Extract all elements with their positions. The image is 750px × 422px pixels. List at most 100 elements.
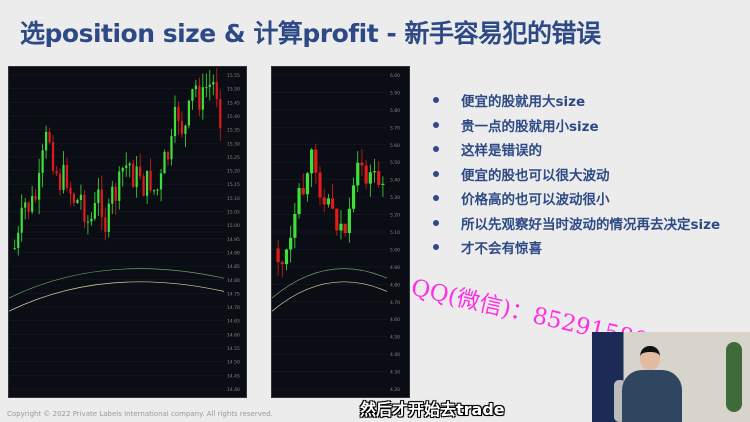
axis-tick-label: 14.85 [227,264,240,270]
candle-body [173,106,177,137]
axis-tick-label: 15.55 [227,73,240,79]
axis-tick-label: 5.00 [390,247,400,253]
candle-body [20,207,23,233]
bullet-icon [433,97,439,104]
candle-body [347,208,351,234]
candle-body [135,166,138,188]
candle-body [93,203,96,219]
candle-body [310,149,314,174]
axis-tick-label: 14.55 [227,346,240,352]
moving-average-line [272,268,388,299]
bullet-icon [433,195,439,202]
axis-tick-label: 4.90 [390,265,400,271]
candle-body [356,162,360,186]
candle-body [90,218,93,222]
candle-body [368,172,372,184]
candle-body [79,194,83,201]
candle-body [83,194,86,222]
axis-tick-label: 4.70 [390,300,400,306]
video-subtitle: 然后才开始去trade [360,400,505,419]
bullet-item: 价格高的也可以波动很小 [430,186,720,211]
bullet-icon [433,244,439,251]
candle-body [330,198,335,209]
axis-tick-label: 4.30 [390,370,400,376]
candle-body [72,193,76,203]
candle-body [284,249,289,265]
bullet-list: 便宜的股就用大size 贵一点的股就用小size 这样是错误的 便宜的股也可以很… [430,88,720,260]
candle-body [372,171,377,173]
bullet-icon [433,146,439,153]
candlestick-chart-right: 6.00 5.90 5.80 5.70 5.60 5.50 5.40 5.30 5.20 5.10… [271,66,410,398]
axis-tick-label: 4.50 [390,335,400,341]
candle-body [111,186,114,204]
axis-tick-label: 5.90 [390,90,400,96]
candle-body [194,85,197,90]
axis-tick-label: 5.60 [390,143,400,149]
candle-body [125,165,128,169]
candle-body [177,106,180,122]
candle-body [62,164,65,190]
axis-tick-label: 5.30 [390,195,400,201]
axis-tick-label: 5.50 [390,160,400,166]
axis-tick-label: 5.20 [390,213,400,219]
axis-tick-label: 15.45 [227,100,240,106]
candle-body [55,170,58,174]
candle-body [121,168,124,172]
candle-body [191,89,194,101]
axis-tick-label: 14.40 [227,387,240,393]
candle-body [301,188,305,195]
candle-body [381,183,385,185]
candle-body [146,170,149,196]
candle-body [152,190,156,192]
candle-body [318,172,322,198]
candle-body [31,196,34,212]
axis-tick-label: 14.45 [227,373,240,379]
candle-body [139,166,142,177]
candle-body [360,162,364,166]
bullet-item: 便宜的股就用大size [430,88,720,113]
candlestick-chart-left: 15.55 15.50 15.45 15.40 15.35 15.30 15.25 15.20… [8,66,247,398]
axis-tick-label: 4.40 [390,352,400,358]
candle-body [163,151,166,174]
axis-tick-label: 15.10 [227,196,240,202]
moving-average-line [272,281,388,312]
candle-body [142,176,145,196]
axis-tick-label: 15.15 [227,182,240,188]
candle-body [208,84,211,88]
axis-tick-label: 4.80 [390,282,400,288]
candle-body [305,173,310,195]
candle-body [149,170,152,191]
candle-body [215,82,218,100]
candle-body [322,197,326,205]
candle-body [128,163,131,166]
candle-body [27,202,30,212]
candle-body [166,151,170,160]
axis-tick-label: 15.35 [227,128,240,134]
candle-body [289,237,293,250]
candle-body [212,82,215,85]
plant-image [726,342,742,412]
axis-tick-label: 5.40 [390,178,400,184]
axis-tick-label: 15.05 [227,210,240,216]
candle-body [180,121,184,134]
axis-tick-label: 4.60 [390,317,400,323]
bullet-item: 这样是错误的 [430,137,720,162]
candle-body [132,163,135,188]
candle-body [104,217,107,232]
candle-body [205,87,208,89]
candle-body [343,223,347,234]
presenter-body [622,370,682,422]
moving-average-line [9,268,225,299]
axis-tick-label: 5.80 [390,108,400,114]
candle-body [41,150,44,173]
candle-body [219,99,222,129]
bullet-icon [433,219,439,226]
axis-tick-label: 15.25 [227,155,240,161]
candle-body [339,223,343,231]
candle-body [114,186,117,201]
axis-tick-label: 15.30 [227,141,240,147]
candle-body [198,85,201,110]
candle-body [335,208,339,231]
moving-average-line [9,281,225,312]
axis-tick-label: 14.75 [227,291,240,297]
